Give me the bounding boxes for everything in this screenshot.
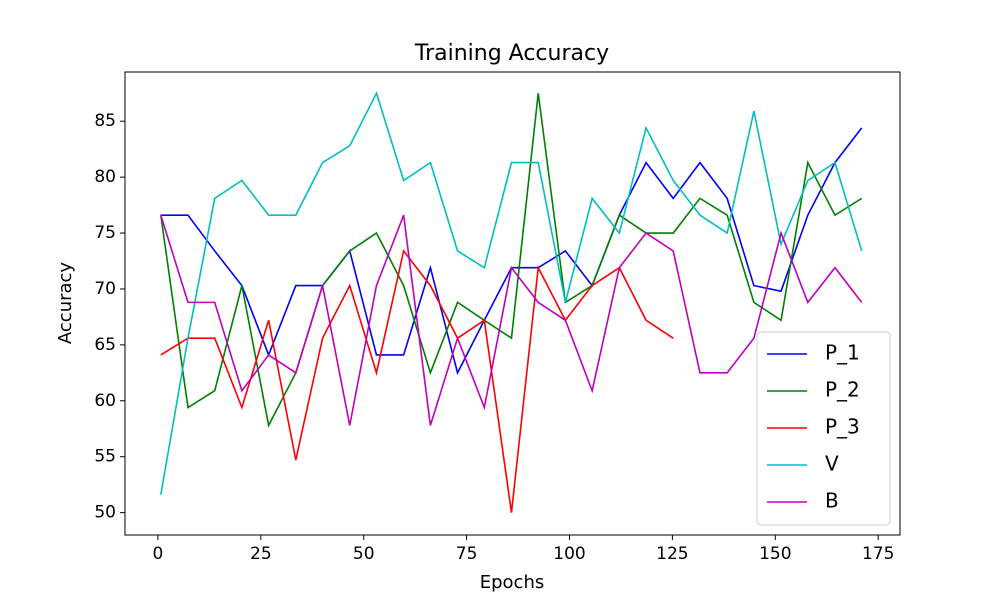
legend-label: V bbox=[825, 452, 839, 476]
y-tick-label: 65 bbox=[94, 335, 116, 355]
legend-box bbox=[756, 331, 891, 526]
y-tick-label: 85 bbox=[94, 111, 116, 131]
x-tick-label: 25 bbox=[250, 544, 272, 564]
y-tick-label: 70 bbox=[94, 279, 116, 299]
y-tick-label: 75 bbox=[94, 223, 116, 243]
series-line bbox=[160, 91, 863, 495]
x-tick-label: 75 bbox=[456, 544, 478, 564]
y-tick-label: 50 bbox=[94, 503, 116, 523]
series-line bbox=[160, 214, 863, 426]
x-tick-label: 125 bbox=[656, 544, 688, 564]
plot-area bbox=[124, 71, 901, 536]
chart-title: Training Accuracy bbox=[414, 41, 609, 66]
series-line bbox=[160, 93, 863, 428]
x-tick-label: 100 bbox=[553, 544, 585, 564]
y-axis-label: Accuracy bbox=[55, 262, 76, 345]
x-tick-label: 0 bbox=[153, 544, 164, 564]
y-tick-label: 80 bbox=[94, 167, 116, 187]
x-tick-label: 50 bbox=[353, 544, 375, 564]
x-tick-label: 175 bbox=[862, 544, 894, 564]
legend-label: P_2 bbox=[825, 378, 860, 402]
legend-label: P_3 bbox=[825, 415, 860, 439]
x-tick-label: 150 bbox=[759, 544, 791, 564]
y-tick-label: 55 bbox=[94, 447, 116, 467]
legend-label: B bbox=[825, 489, 839, 513]
legend-label: P_1 bbox=[825, 341, 860, 365]
series-line bbox=[160, 249, 674, 513]
y-tick-label: 60 bbox=[94, 391, 116, 411]
x-axis-label: Epochs bbox=[480, 572, 545, 593]
